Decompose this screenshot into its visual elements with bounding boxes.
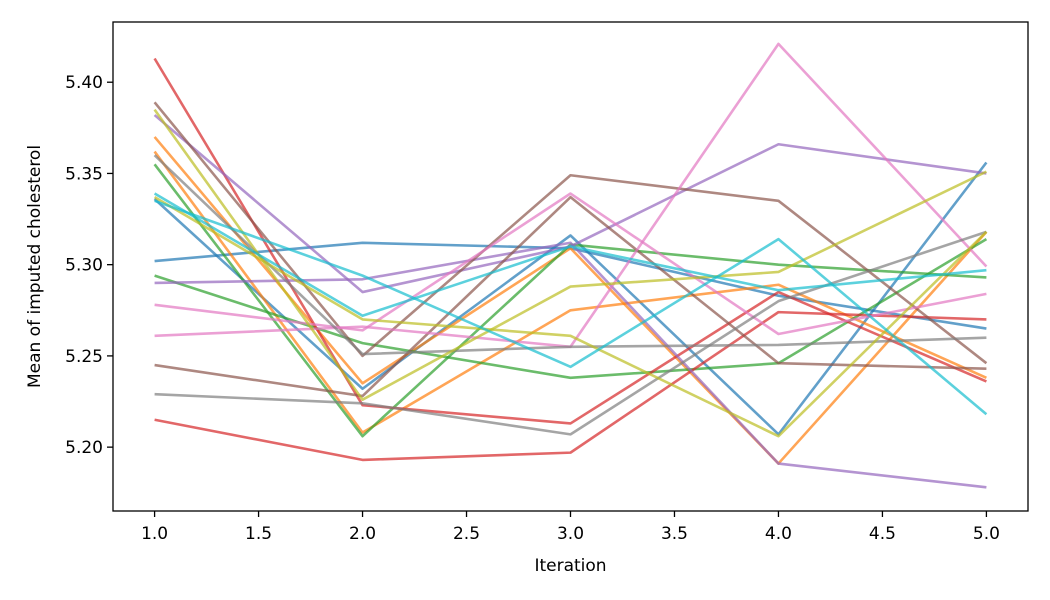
series-line-16 [154,230,987,436]
x-tick-label: 2.5 [453,524,480,544]
y-tick-label: 5.25 [65,347,103,367]
series-layer [153,42,988,489]
series-line-7 [153,57,987,425]
x-tick-label: 3.5 [661,524,688,544]
x-axis-label: Iteration [534,556,606,576]
series-line-19 [153,192,987,318]
series-line-8 [154,310,987,462]
x-tick-label: 4.5 [869,524,896,544]
series-line-12 [154,195,987,398]
series-line-3 [153,136,988,465]
series-line-11 [153,101,988,365]
series-line-5 [153,163,987,438]
x-tick-label: 1.0 [141,524,168,544]
series-line-10 [154,241,987,489]
x-axis-ticks: 1.0 1.5 2.0 2.5 3.0 3.5 4.0 4.5 5.0 [141,511,1000,544]
series-line-1 [153,161,988,436]
x-tick-label: 1.5 [245,524,272,544]
y-tick-label: 5.35 [65,164,103,184]
y-axis-ticks: 5.20 5.25 5.30 5.35 5.40 [65,73,113,458]
series-line-17 [153,108,987,401]
series-line-14 [154,42,988,349]
x-tick-label: 2.0 [349,524,376,544]
y-tick-label: 5.20 [65,438,103,458]
series-line-18 [153,196,988,438]
y-axis-label: Mean of imputed cholesterol [25,145,45,388]
series-line-20 [154,199,988,416]
y-tick-label: 5.40 [65,73,103,93]
x-tick-label: 3.0 [557,524,584,544]
x-tick-label: 5.0 [973,524,1000,544]
x-tick-label: 4.0 [765,524,792,544]
series-line-15 [153,154,987,356]
y-tick-label: 5.30 [65,256,103,276]
series-line-13 [154,192,987,336]
